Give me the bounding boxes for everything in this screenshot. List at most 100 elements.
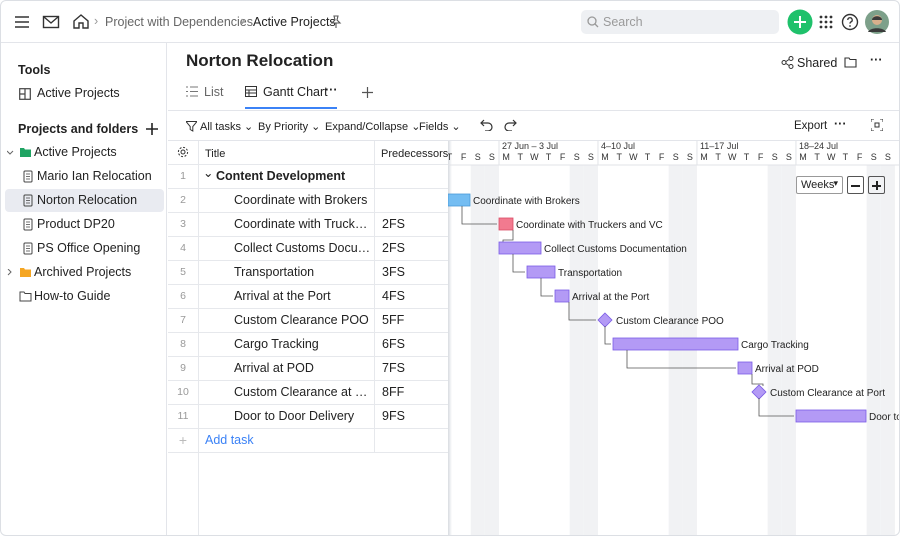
filter-dropdown[interactable]: Fields ⌄ (419, 121, 461, 133)
day-label: F (560, 152, 566, 162)
day-label: T (715, 152, 721, 162)
undo[interactable] (480, 119, 494, 131)
menu-icon[interactable] (13, 13, 31, 31)
day-label: S (885, 152, 891, 162)
table-row[interactable]: 4 Collect Customs Documentation2FS (168, 237, 448, 261)
tree-item[interactable]: How-to Guide (5, 285, 164, 308)
add-task-row[interactable]: + Add task (168, 429, 448, 453)
shared-button[interactable]: Shared (797, 56, 838, 70)
add-view[interactable] (362, 87, 373, 98)
tab[interactable]: List (204, 85, 224, 99)
table-row[interactable]: 6 Arrival at the Port 4FS (168, 285, 448, 309)
zoom-out[interactable] (847, 176, 864, 194)
day-label: M (502, 152, 510, 162)
table-row[interactable]: 9 Arrival at POD 7FS (168, 357, 448, 381)
tree-item[interactable]: Mario Ian Relocation (5, 165, 164, 188)
table-row[interactable]: 11 Door to Door Delivery 9FS (168, 405, 448, 429)
day-label: W (530, 152, 539, 162)
day-label: S (673, 152, 679, 162)
cell-t: Coordinate with Truckers and VC (198, 213, 374, 237)
share-icon[interactable] (781, 56, 794, 69)
table-row[interactable]: 2 Coordinate with Brokers (168, 189, 448, 213)
filter-dropdown[interactable]: All tasks ⌄ (200, 121, 254, 133)
zoom-in[interactable] (868, 176, 885, 194)
table-row[interactable]: 8 Cargo Tracking 6FS (168, 333, 448, 357)
cell-n: 6 (180, 290, 186, 302)
folder-icon[interactable] (844, 56, 857, 68)
search-box[interactable]: Search (581, 10, 779, 34)
help-icon[interactable] (841, 13, 859, 31)
settings-icon[interactable] (177, 146, 189, 158)
day-label: T (448, 152, 453, 162)
tab-menu[interactable]: ··· (325, 83, 338, 97)
caret[interactable] (7, 149, 14, 156)
tree-item[interactable]: Product DP20 (5, 213, 164, 236)
task-bar (526, 265, 556, 279)
cell-p: 2FS (374, 213, 448, 237)
avatar[interactable] (865, 10, 889, 34)
table-row[interactable]: 3 Coordinate with Truckers and VC2FS (168, 213, 448, 237)
tree-icon (23, 242, 33, 255)
zoom-select[interactable]: Weeks ▾ (796, 176, 843, 194)
milestone (597, 312, 613, 328)
tree-label: Product DP20 (37, 217, 115, 231)
dependency-line (512, 254, 525, 273)
day-label: S (871, 152, 877, 162)
pin-icon[interactable] (329, 15, 342, 28)
tree-item[interactable]: Norton Relocation (5, 189, 164, 212)
week-label: 11–17 Jul (700, 141, 738, 151)
fullscreen[interactable] (871, 119, 883, 131)
table-row[interactable]: 7 Custom Clearance POO 5FF (168, 309, 448, 333)
weekend-shade (569, 165, 584, 535)
add-button[interactable] (787, 9, 813, 35)
apps-icon[interactable] (819, 15, 833, 29)
breadcrumb[interactable]: Project with Dependencies (105, 15, 253, 29)
toolbar-more[interactable]: ··· (834, 117, 847, 131)
collapse-caret[interactable]: ⌄ (203, 166, 214, 180)
breadcrumb[interactable]: Active Projects (253, 15, 336, 29)
home-icon[interactable] (72, 12, 90, 30)
caret[interactable] (7, 269, 14, 276)
more-menu[interactable]: ··· (870, 53, 883, 67)
section-heading: Tools (18, 63, 51, 77)
table-row[interactable]: 5 Transportation 3FS (168, 261, 448, 285)
weekend-shade (781, 165, 796, 535)
day-label: M (700, 152, 708, 162)
weekend-shade (866, 165, 881, 535)
nav-item[interactable]: Active Projects (5, 82, 164, 105)
cell-t: Cargo Tracking (198, 333, 374, 357)
redo[interactable] (503, 119, 517, 131)
search-placeholder: Search (603, 15, 643, 29)
day-label: T (546, 152, 552, 162)
filter-dropdown[interactable]: By Priority ⌄ (258, 121, 321, 133)
cell-n: 1 (180, 170, 186, 182)
tree-item[interactable]: Active Projects (5, 141, 164, 164)
mail-icon[interactable] (42, 13, 60, 31)
export-button[interactable]: Export (794, 120, 828, 132)
bar-label: Collect Customs Documentation (544, 244, 687, 255)
dependency-line (502, 230, 514, 242)
tree-icon (19, 291, 32, 302)
add-task[interactable]: Add task (198, 429, 374, 453)
tree-label: Norton Relocation (37, 193, 138, 207)
table-row[interactable]: 1 Content Development ⌄ (168, 165, 448, 189)
weekend-shade (583, 165, 598, 535)
top-bar (1, 1, 899, 43)
task-bar (554, 289, 570, 303)
tree-label: How-to Guide (34, 289, 111, 303)
table-row[interactable]: 10 Custom Clearance at Port 8FF (168, 381, 448, 405)
bar-label: Custom Clearance at Port (770, 388, 885, 399)
splitter[interactable] (448, 141, 452, 535)
filter-dropdown[interactable]: Expand/Collapse ⌄ (325, 121, 421, 133)
tree-icon (20, 268, 31, 277)
tab[interactable]: Gantt Chart (263, 85, 328, 99)
add-project[interactable] (146, 123, 158, 135)
task-bar (498, 217, 514, 231)
column-header: Title (205, 148, 226, 160)
bar-label: Cargo Tracking (741, 340, 809, 351)
dependency-line (751, 374, 764, 386)
tree-item[interactable]: Archived Projects (5, 261, 164, 284)
tree-item[interactable]: PS Office Opening (5, 237, 164, 260)
add-icon: + (178, 432, 188, 448)
